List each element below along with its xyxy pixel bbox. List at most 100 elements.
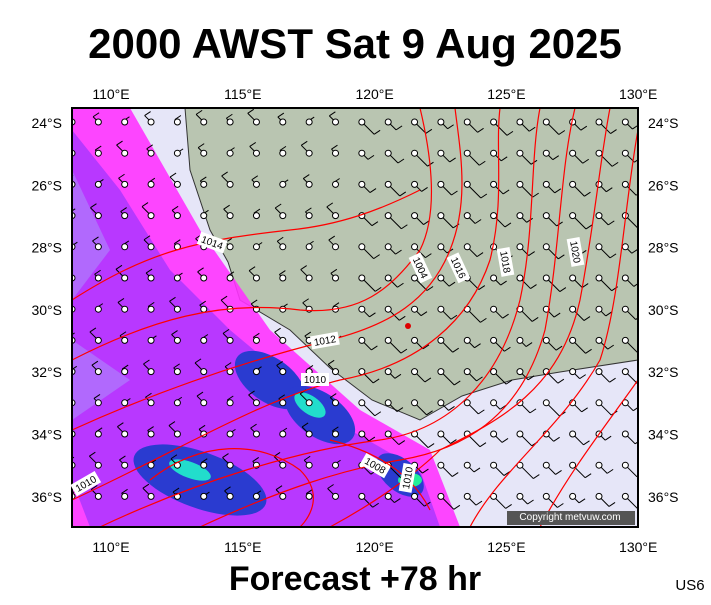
- station: [517, 275, 523, 281]
- station: [570, 213, 576, 219]
- station: [201, 150, 207, 156]
- station: [622, 181, 628, 187]
- station: [95, 119, 101, 125]
- station: [174, 119, 180, 125]
- station: [306, 181, 312, 187]
- station: [570, 431, 576, 437]
- lon-label: 130°E: [619, 539, 657, 555]
- station: [122, 150, 128, 156]
- station: [253, 369, 259, 375]
- station: [174, 213, 180, 219]
- station: [253, 181, 259, 187]
- station: [438, 431, 444, 437]
- station: [543, 493, 549, 499]
- station: [148, 119, 154, 125]
- lon-label: 125°E: [487, 86, 525, 102]
- station: [543, 275, 549, 281]
- station: [385, 431, 391, 437]
- station: [280, 400, 286, 406]
- station: [491, 400, 497, 406]
- station: [201, 462, 207, 468]
- station: [622, 337, 628, 343]
- lat-label: 32°S: [648, 364, 679, 380]
- station: [517, 181, 523, 187]
- station: [464, 119, 470, 125]
- station: [464, 150, 470, 156]
- station: [333, 119, 339, 125]
- station: [517, 431, 523, 437]
- station: [95, 150, 101, 156]
- station: [174, 431, 180, 437]
- lat-label: 36°S: [31, 489, 62, 505]
- station: [174, 181, 180, 187]
- barb-flag: [65, 142, 71, 146]
- station: [227, 119, 233, 125]
- station: [412, 337, 418, 343]
- lon-label: 110°E: [92, 539, 129, 555]
- station: [333, 275, 339, 281]
- station: [438, 119, 444, 125]
- station: [148, 150, 154, 156]
- barb-staff: [64, 395, 72, 403]
- station: [122, 306, 128, 312]
- lon-label: 130°E: [619, 86, 657, 102]
- station: [122, 337, 128, 343]
- station: [306, 400, 312, 406]
- station: [385, 306, 391, 312]
- station: [543, 244, 549, 250]
- station: [517, 213, 523, 219]
- station: [201, 493, 207, 499]
- station: [333, 244, 339, 250]
- station: [385, 213, 391, 219]
- station: [359, 275, 365, 281]
- station: [253, 400, 259, 406]
- station: [253, 275, 259, 281]
- station: [543, 213, 549, 219]
- station: [570, 493, 576, 499]
- station: [596, 369, 602, 375]
- station: [306, 493, 312, 499]
- code: US6: [675, 577, 704, 594]
- station: [412, 181, 418, 187]
- copyright: Copyright metvuw.com: [519, 512, 620, 523]
- contour-label-text: 1010: [304, 375, 327, 386]
- station: [227, 462, 233, 468]
- station: [280, 119, 286, 125]
- station: [491, 150, 497, 156]
- station: [253, 244, 259, 250]
- station: [570, 181, 576, 187]
- station: [359, 150, 365, 156]
- station: [333, 181, 339, 187]
- station: [464, 369, 470, 375]
- station: [412, 369, 418, 375]
- station: [253, 431, 259, 437]
- station: [227, 213, 233, 219]
- station: [570, 337, 576, 343]
- station: [596, 337, 602, 343]
- map-area: [63, 108, 645, 530]
- station: [491, 431, 497, 437]
- station: [227, 431, 233, 437]
- station: [227, 275, 233, 281]
- station: [148, 275, 154, 281]
- station: [517, 337, 523, 343]
- barb-staff: [63, 113, 72, 122]
- station: [570, 275, 576, 281]
- station: [280, 306, 286, 312]
- station: [122, 431, 128, 437]
- lat-label: 30°S: [648, 302, 679, 318]
- station: [122, 462, 128, 468]
- station: [359, 337, 365, 343]
- station: [280, 244, 286, 250]
- station: [491, 462, 497, 468]
- station: [622, 493, 628, 499]
- station: [543, 150, 549, 156]
- station: [438, 244, 444, 250]
- lat-label: 32°S: [31, 364, 62, 380]
- station: [148, 400, 154, 406]
- station: [333, 213, 339, 219]
- station: [491, 213, 497, 219]
- station: [148, 431, 154, 437]
- station: [438, 462, 444, 468]
- station: [280, 369, 286, 375]
